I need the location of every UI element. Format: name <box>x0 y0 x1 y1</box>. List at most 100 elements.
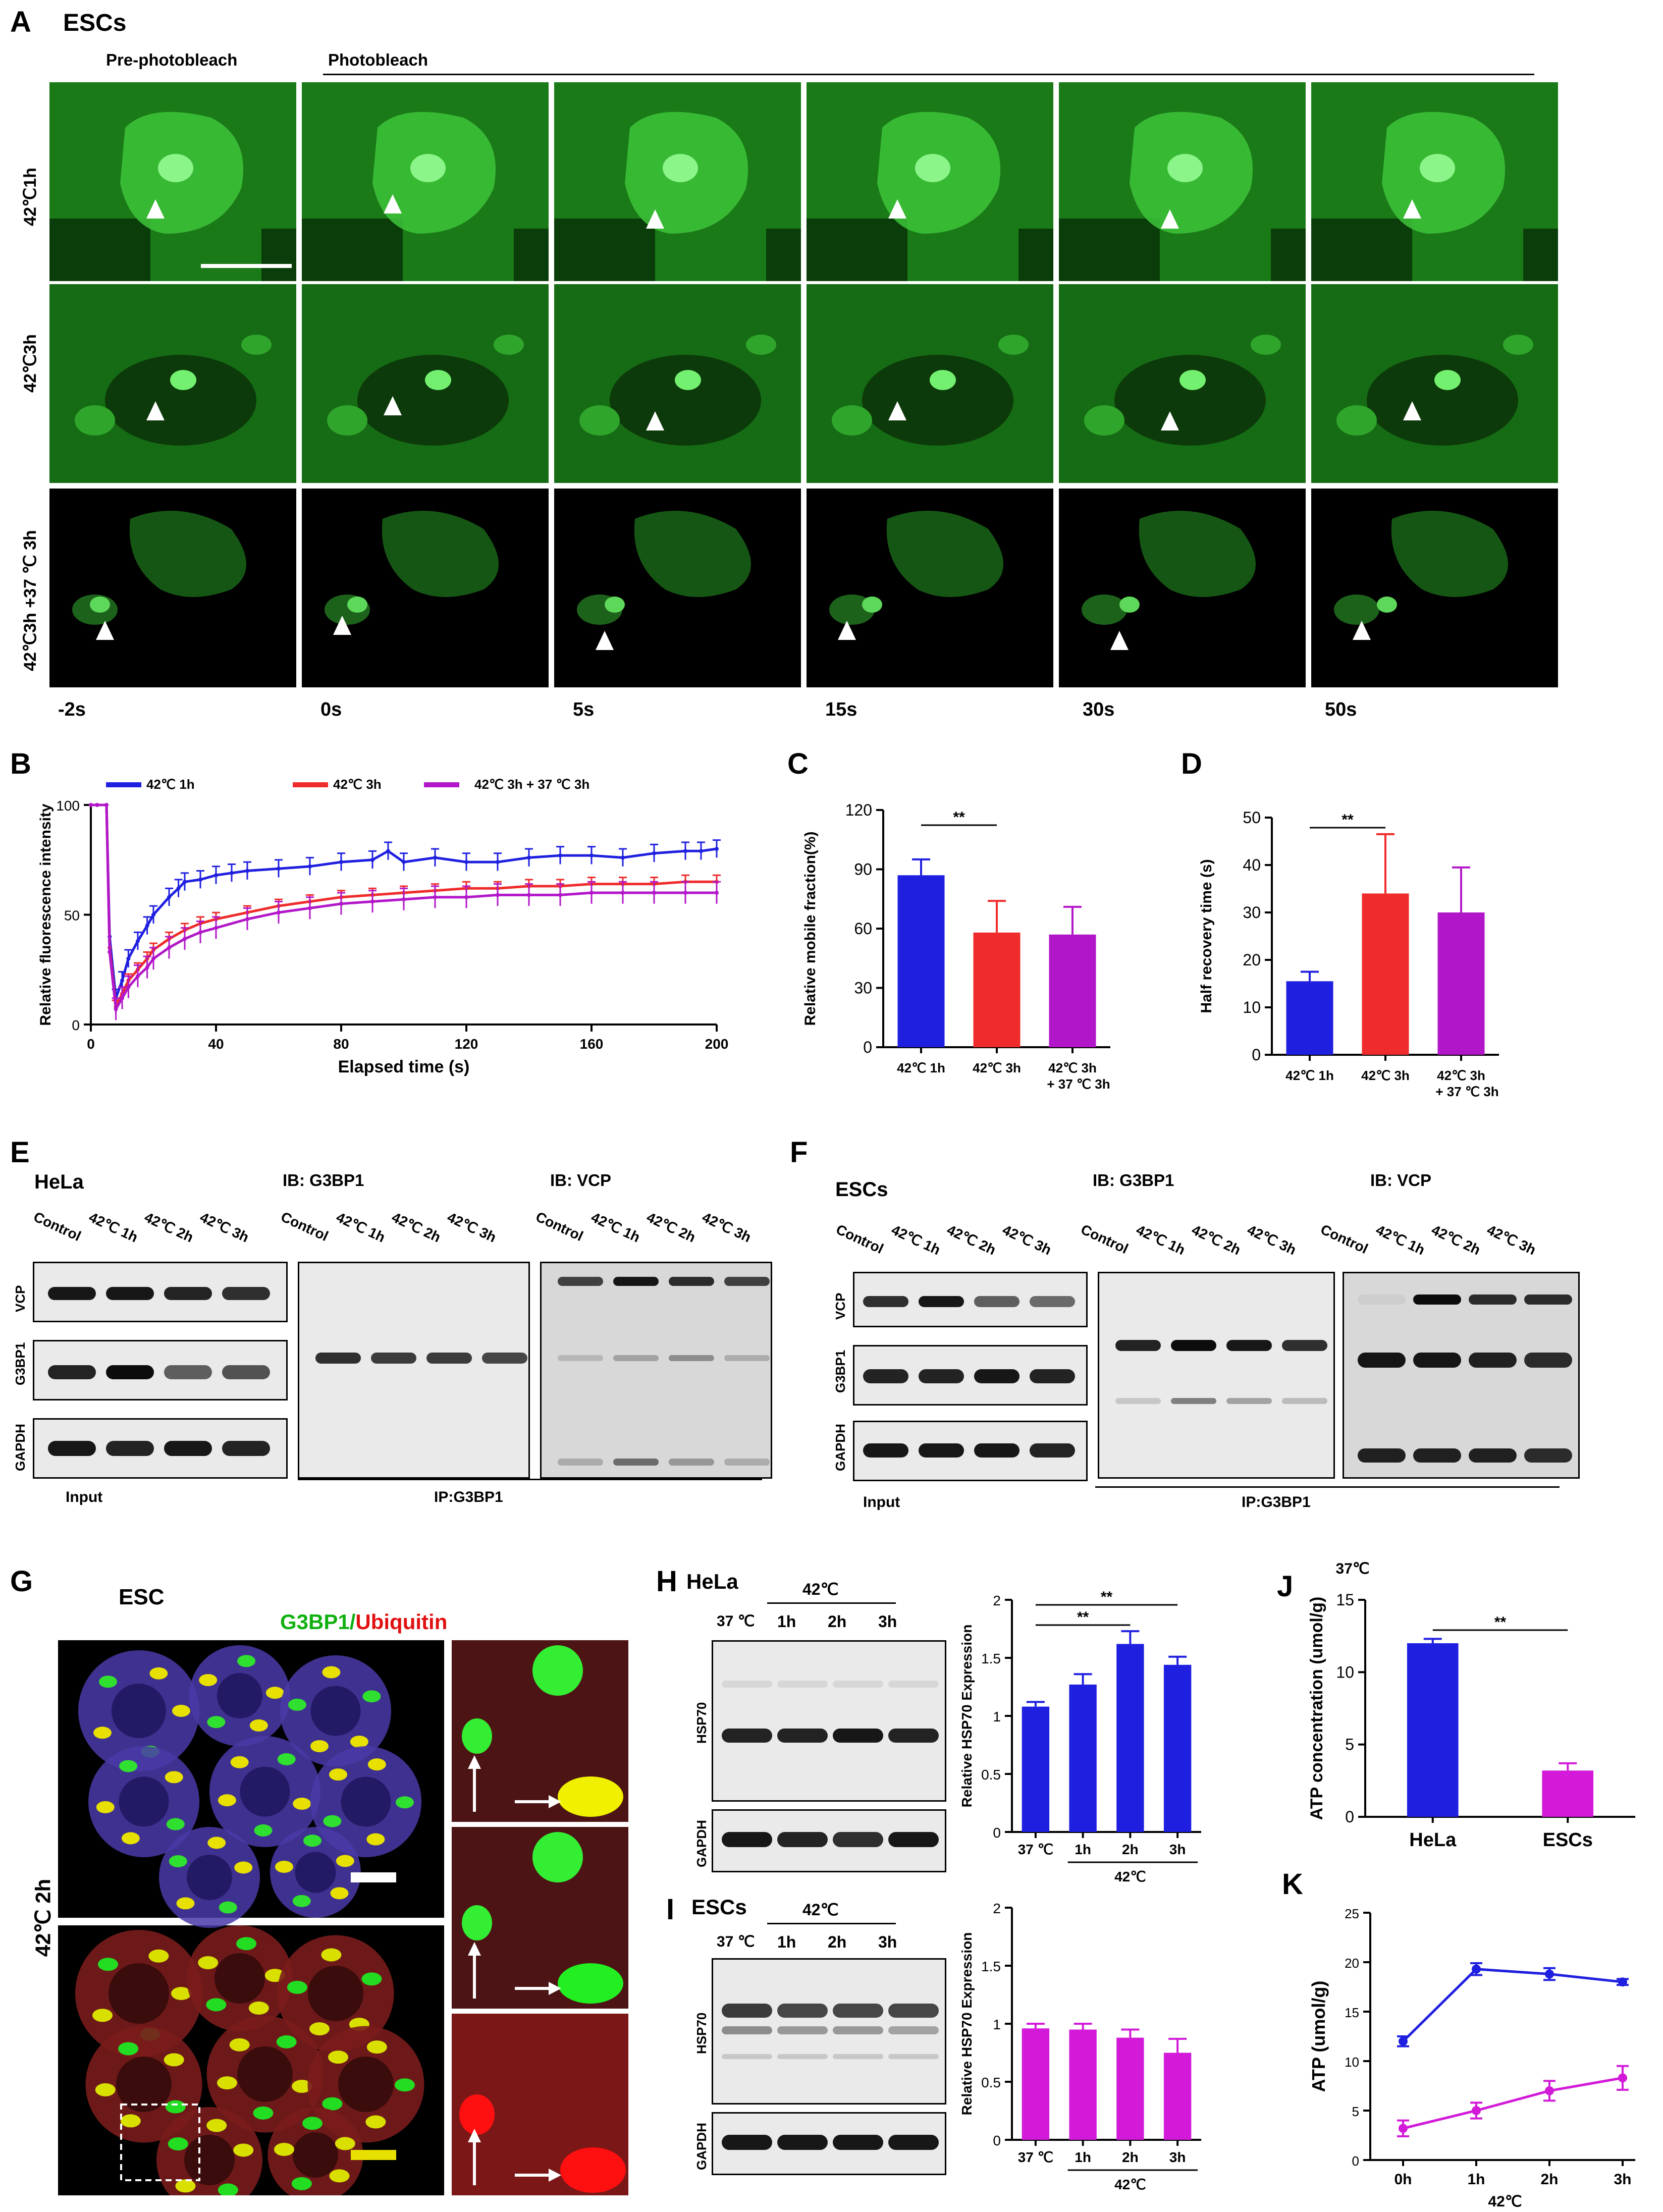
series-line <box>1403 2076 1623 2130</box>
granule <box>164 2053 184 2067</box>
y-tick-label: 0 <box>863 1038 872 1056</box>
band <box>1469 1448 1517 1463</box>
data-point <box>308 906 312 910</box>
band <box>669 1277 714 1286</box>
data-point <box>370 899 374 904</box>
data-point <box>183 880 187 884</box>
granule <box>218 1794 236 1807</box>
series-3 <box>89 803 721 1020</box>
granule <box>98 1958 119 1971</box>
f-input-lane-label-4: 42℃ 3h <box>1000 1221 1054 1258</box>
band <box>888 2054 939 2059</box>
i-row-label-2: GAPDH <box>694 2123 709 2170</box>
y-axis-label: Relative mobile fraction(%) <box>802 831 819 1026</box>
y-axis-label: Relative HSP70 Expression <box>959 1932 975 2116</box>
bar-2 <box>1069 1684 1097 1832</box>
panel-f-ib2: IB: VCP <box>1370 1171 1432 1190</box>
esc-hsp70-chart: 0 0.5 1 1.5 2 Relative HSP70 Expression 37 ℃ 1h… <box>959 1901 1201 2192</box>
band <box>722 2135 772 2150</box>
significance-label: ** <box>953 809 965 826</box>
granule <box>99 1676 118 1688</box>
band <box>1171 1340 1216 1351</box>
panel-a-letter: A <box>10 6 31 38</box>
band <box>1524 1294 1572 1305</box>
category-label-1: 37 ℃ <box>1018 2149 1053 2165</box>
data-point <box>126 956 131 961</box>
y-tick-label: 50 <box>64 908 80 924</box>
granule <box>166 1818 185 1830</box>
band <box>888 1729 939 1743</box>
y-tick-label: 40 <box>1243 856 1261 874</box>
granule <box>329 1768 348 1781</box>
granule <box>206 1998 227 2012</box>
panel-e-cell-label: HeLa <box>34 1171 84 1193</box>
bar-2 <box>1362 893 1409 1055</box>
category-label-3: 2h <box>1122 2149 1139 2165</box>
granule <box>165 2100 186 2114</box>
arrowhead-marker <box>96 621 114 640</box>
band <box>1469 1294 1517 1305</box>
e-ipg-lane-label-2: 42℃ 1h <box>334 1209 388 1246</box>
y-tick-label: 0 <box>993 1825 1001 1841</box>
e-ipv-lane-label-4: 42℃ 3h <box>700 1209 754 1246</box>
granule <box>168 2137 188 2150</box>
data-point <box>683 891 687 895</box>
data-point <box>183 937 187 941</box>
category-label-1: 37 ℃ <box>1018 1842 1053 1857</box>
band <box>888 2135 939 2150</box>
granule <box>303 1835 321 1847</box>
micrograph-r3-c5 <box>1057 487 1307 689</box>
series-line <box>91 803 717 999</box>
data-point <box>1399 2124 1408 2133</box>
blot-box <box>1098 1272 1335 1479</box>
x-tick-label: 120 <box>455 1036 478 1052</box>
blot-box <box>712 1640 946 1802</box>
panel-d-letter: D <box>1181 747 1202 780</box>
data-point <box>108 950 112 954</box>
band <box>1226 1398 1272 1404</box>
granule <box>219 1901 237 1914</box>
arrowhead-marker <box>1161 411 1179 430</box>
bar-3 <box>1437 912 1485 1055</box>
f-input-lane-label-3: 42℃ 2h <box>944 1221 998 1258</box>
blot-box <box>712 2112 946 2175</box>
y-tick-label: 1.5 <box>981 1651 1001 1666</box>
band <box>106 1287 154 1300</box>
arrowhead-marker <box>888 199 906 219</box>
x-tick-label: 40 <box>208 1036 224 1052</box>
hela-hsp70-chart: 0 0.5 1 1.5 2 Relative HSP70 Expression 37 ℃ 1h… <box>959 1589 1201 1884</box>
granule <box>171 1987 191 2000</box>
band <box>1524 1448 1572 1463</box>
series-line <box>91 803 717 1012</box>
granule <box>237 1655 256 1667</box>
micrograph-r1-c2 <box>300 81 550 283</box>
data-point <box>95 803 99 807</box>
band <box>833 2054 883 2059</box>
data-point <box>402 860 406 865</box>
data-point <box>715 847 719 851</box>
granule <box>207 1837 226 1849</box>
time-label-6: 50s <box>1325 699 1357 720</box>
significance-label: ** <box>1342 812 1354 828</box>
panel-e-input: Input <box>66 1489 103 1505</box>
e-row-label-1: VCP <box>13 1285 28 1312</box>
time-label-2: 0s <box>320 699 342 720</box>
band <box>222 1287 270 1300</box>
i-lane-1: 1h <box>777 1933 796 1951</box>
data-point <box>126 985 131 990</box>
panel-f-cell-label: ESCs <box>835 1178 888 1201</box>
granule <box>293 1797 311 1810</box>
panel-f-ip: IP:G3BP1 <box>1242 1494 1311 1510</box>
scale-bar-top <box>351 1872 396 1882</box>
granule <box>234 1861 253 1874</box>
stain-green-label: G3BP1 <box>280 1610 350 1634</box>
granule <box>207 1716 226 1729</box>
band <box>722 2054 772 2059</box>
data-point <box>496 860 500 865</box>
band <box>613 1277 659 1286</box>
legend-label-2: 42℃ 3h <box>333 777 382 792</box>
bar-4 <box>1163 1664 1192 1832</box>
panel-h-letter: H <box>656 1565 677 1598</box>
band <box>833 1681 883 1688</box>
panel-e-ib2: IB: VCP <box>550 1171 612 1190</box>
